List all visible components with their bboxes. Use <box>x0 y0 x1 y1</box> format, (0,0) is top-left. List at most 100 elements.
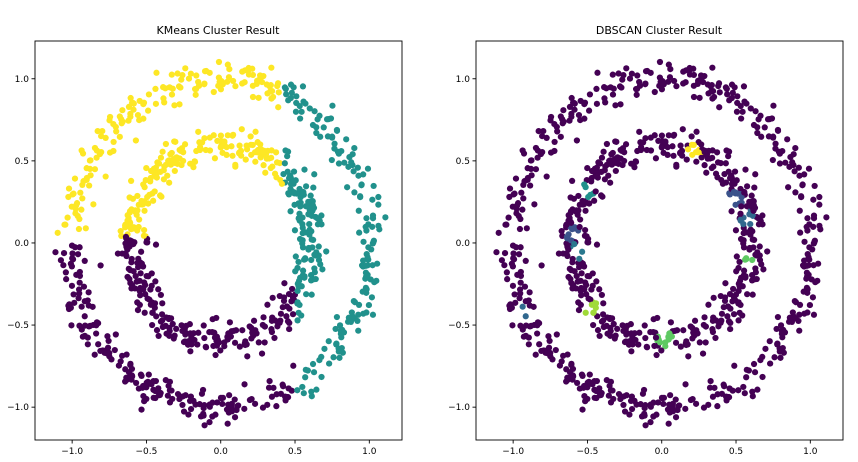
data-point <box>623 65 630 72</box>
data-point <box>168 91 176 98</box>
data-point <box>118 120 125 127</box>
data-point <box>610 320 617 328</box>
data-point <box>517 322 524 329</box>
data-point <box>369 311 377 318</box>
data-point <box>710 93 718 101</box>
data-point <box>134 192 141 200</box>
data-point <box>320 124 327 131</box>
data-point <box>578 292 585 299</box>
data-point <box>75 225 83 233</box>
data-point <box>797 229 804 236</box>
data-point <box>223 144 230 151</box>
data-point <box>315 243 322 250</box>
data-point <box>93 330 100 337</box>
data-point <box>128 365 136 373</box>
data-point <box>105 337 112 345</box>
data-point <box>268 393 276 400</box>
data-point <box>69 256 77 263</box>
data-point <box>87 172 94 179</box>
data-point <box>760 266 767 273</box>
data-point <box>636 128 643 135</box>
data-point <box>231 414 239 421</box>
data-point <box>282 85 289 92</box>
data-point <box>301 166 308 173</box>
data-point <box>708 82 715 89</box>
data-point <box>749 236 756 243</box>
data-point <box>166 378 174 385</box>
data-point <box>577 301 584 308</box>
data-point <box>493 249 500 256</box>
data-point <box>348 159 355 166</box>
data-point <box>225 409 232 416</box>
data-point <box>160 95 167 102</box>
data-point <box>612 102 619 109</box>
data-point <box>317 261 324 268</box>
data-point <box>569 177 576 184</box>
data-point <box>71 175 79 182</box>
data-point <box>187 160 194 167</box>
data-point <box>565 246 572 253</box>
data-point <box>83 165 90 172</box>
data-point <box>590 321 597 329</box>
data-point <box>724 313 731 320</box>
data-point <box>68 242 76 249</box>
data-point <box>63 276 70 283</box>
data-point <box>660 81 667 88</box>
data-point <box>138 197 145 205</box>
data-point <box>673 161 680 168</box>
data-point <box>811 237 818 244</box>
data-point <box>573 273 580 280</box>
data-point <box>752 251 759 258</box>
data-point <box>328 156 335 164</box>
data-point <box>758 133 765 140</box>
data-point <box>128 255 135 263</box>
data-point <box>241 79 248 86</box>
data-point <box>553 331 560 338</box>
dbscan-x-axis: −1.0 −0.5 0.0 0.5 1.0 <box>502 440 818 457</box>
data-point <box>272 149 280 156</box>
y-tick-label: 0.0 <box>15 239 30 249</box>
data-point <box>151 172 158 179</box>
data-point <box>134 307 142 314</box>
data-point <box>188 341 195 348</box>
data-point <box>118 232 125 240</box>
data-point <box>688 141 696 148</box>
data-point <box>294 287 301 295</box>
data-point <box>706 384 714 391</box>
data-point <box>682 381 689 388</box>
data-point <box>517 279 524 286</box>
data-point <box>724 91 731 98</box>
data-point <box>86 182 93 189</box>
data-point <box>552 346 559 354</box>
data-point <box>615 70 622 77</box>
data-point <box>248 395 255 403</box>
data-point <box>594 69 601 76</box>
data-point <box>143 164 150 172</box>
data-point <box>585 200 593 207</box>
data-point <box>729 89 736 96</box>
data-point <box>641 405 648 412</box>
data-point <box>795 164 802 171</box>
data-point <box>247 141 255 148</box>
data-point <box>722 160 729 167</box>
data-point <box>560 107 567 114</box>
data-point <box>95 341 102 348</box>
data-point <box>749 388 756 395</box>
y-tick-label: −1.0 <box>7 403 29 413</box>
data-point <box>301 273 308 280</box>
data-point <box>709 87 717 95</box>
data-point <box>350 168 357 175</box>
data-point <box>710 294 717 301</box>
data-point <box>589 282 596 289</box>
data-point <box>612 332 619 339</box>
data-point <box>196 146 204 154</box>
data-point <box>91 166 99 173</box>
data-point <box>669 143 676 150</box>
data-point <box>306 105 313 112</box>
data-point <box>534 330 541 337</box>
data-point <box>336 322 344 329</box>
data-point <box>672 396 679 403</box>
data-point <box>754 129 761 137</box>
data-point <box>531 201 538 208</box>
data-point <box>787 154 794 161</box>
